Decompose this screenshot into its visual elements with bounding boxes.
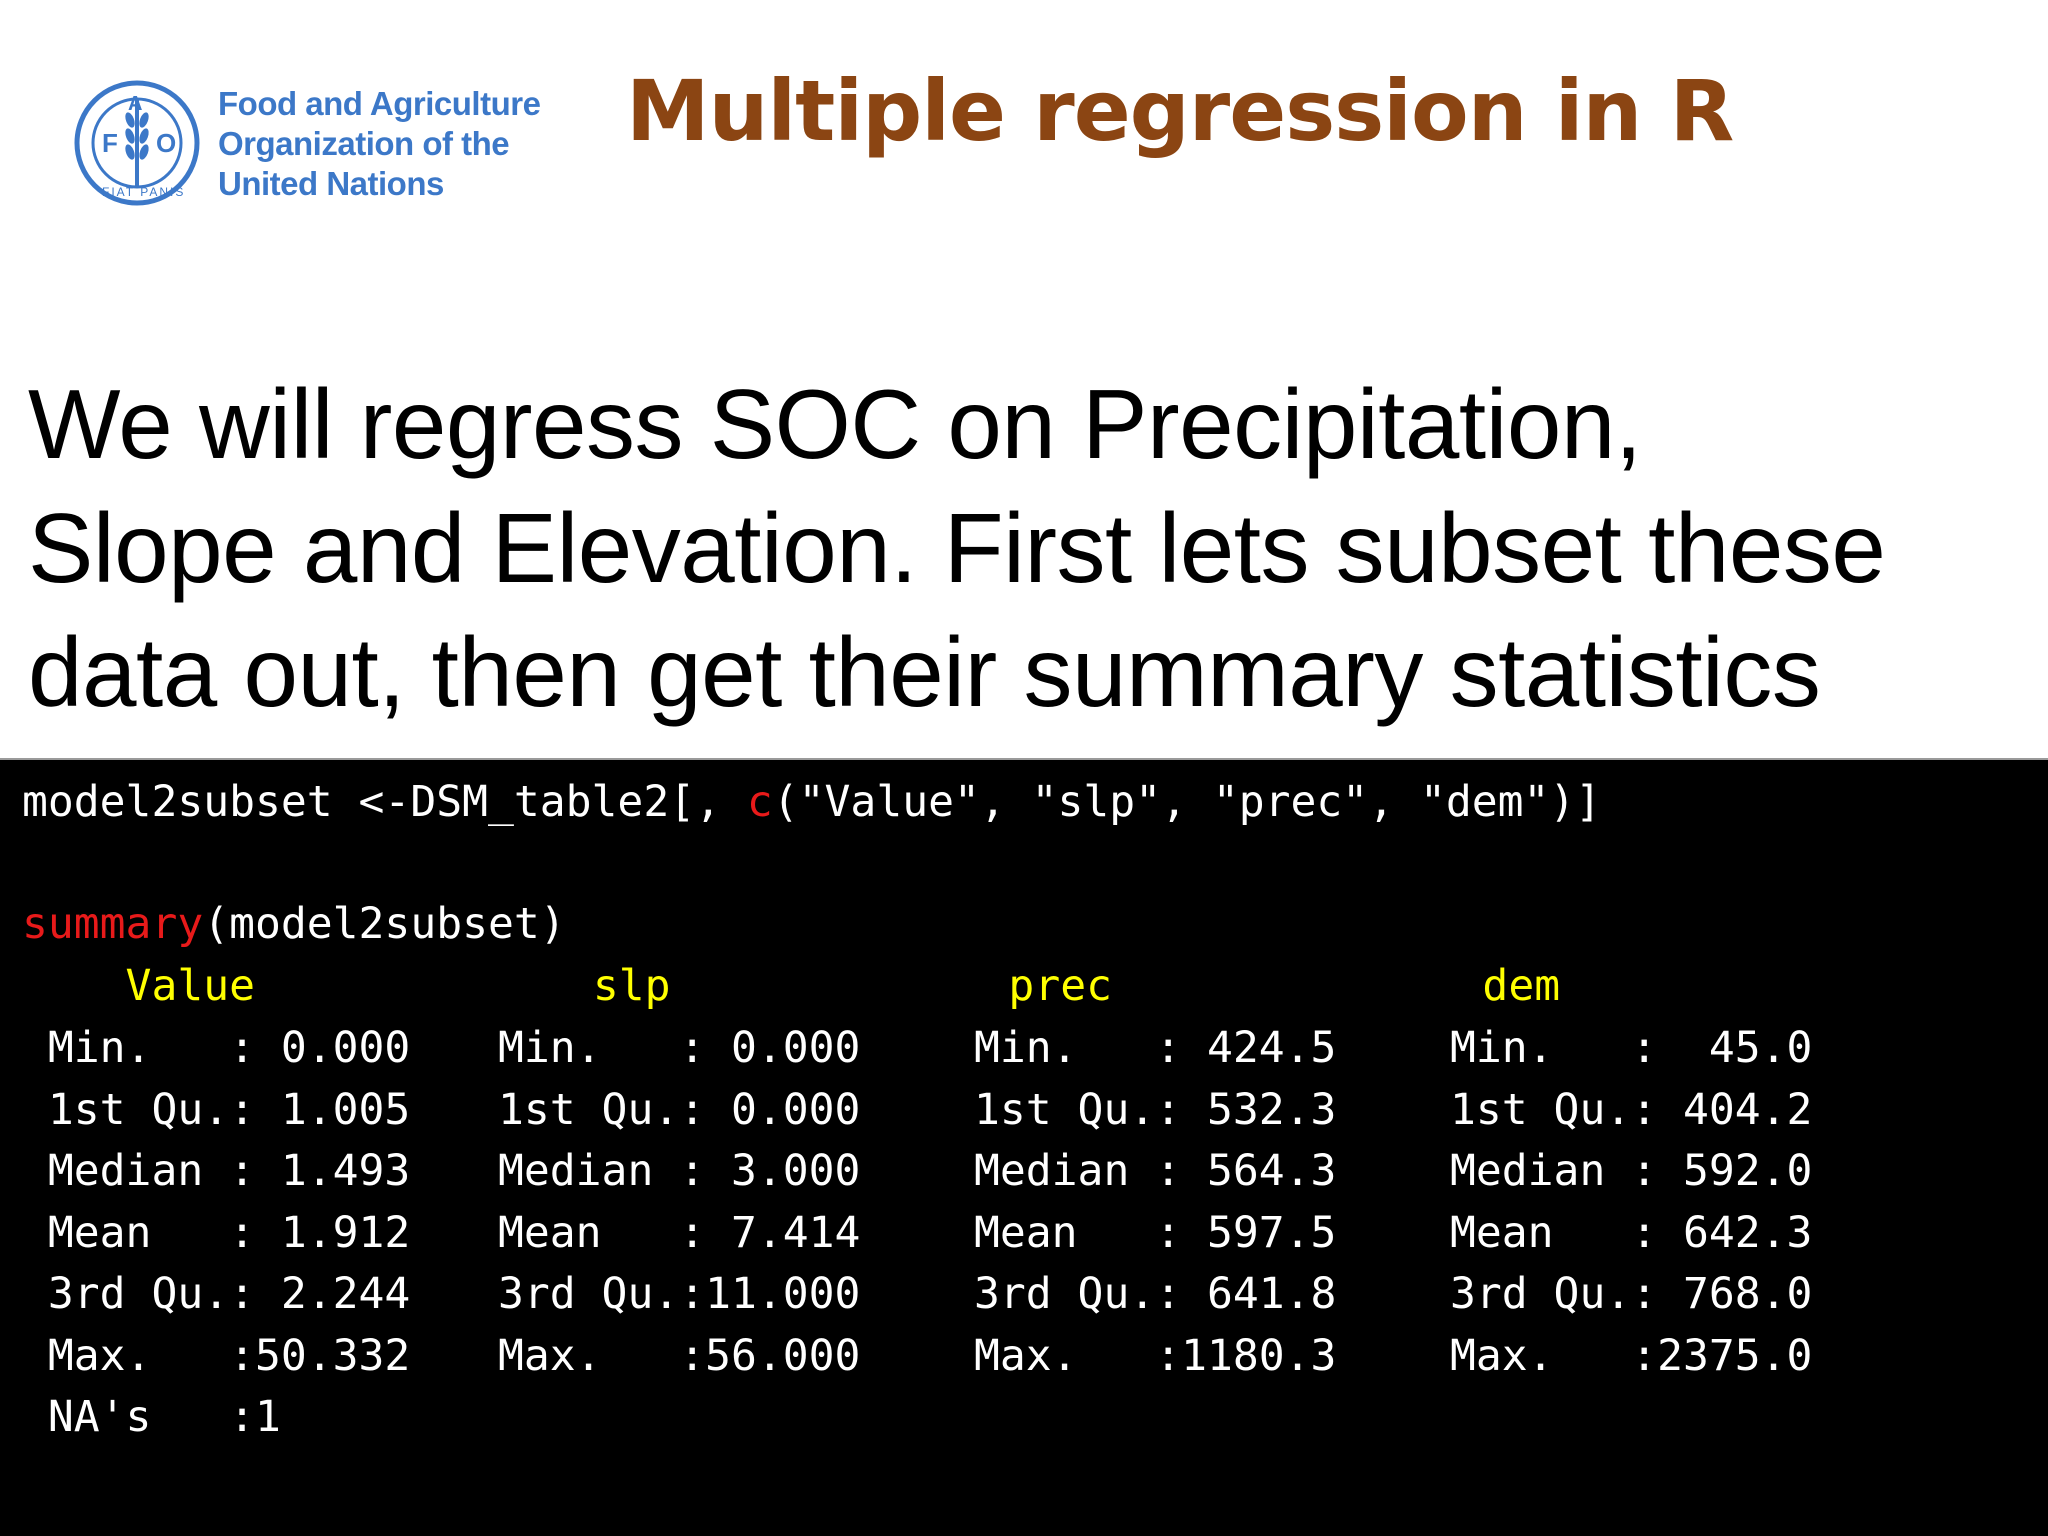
summary-cell-slp: 3rd Qu.:11.000 xyxy=(498,1269,861,1319)
fao-logo: F A O FIAT PANIS Food and Agriculture Or… xyxy=(72,78,542,208)
summary-cell-value: Max. :50.332 xyxy=(22,1330,411,1381)
column-header: prec xyxy=(646,961,1112,1011)
column-header: slp xyxy=(334,961,671,1011)
code-function: summary xyxy=(22,899,204,949)
column-header: dem xyxy=(1120,961,1561,1011)
summary-cell-slp: Median : 3.000 xyxy=(498,1146,861,1196)
code-line-summary: summary(model2subset) xyxy=(22,894,566,954)
summary-cell-dem: Min. : 45.0 xyxy=(1450,1023,1813,1073)
logo-line: Food and Agriculture xyxy=(218,85,541,122)
code-function: c xyxy=(746,777,773,827)
fao-emblem-icon: F A O FIAT PANIS xyxy=(74,80,200,206)
body-line: data out, then get their summary statist… xyxy=(28,617,1821,727)
body-line: Slope and Elevation. First lets subset t… xyxy=(28,493,1886,603)
code-line-subset: model2subset <-DSM_table2[, c("Value", "… xyxy=(22,772,1601,832)
summary-cell-slp: 1st Qu.: 0.000 xyxy=(498,1084,861,1135)
emblem-letter-f: F xyxy=(102,128,118,158)
summary-cell-dem: Max. :2375.0 xyxy=(1450,1330,1813,1381)
summary-cell-prec: Mean : 597.5 xyxy=(974,1207,1337,1258)
summary-cell-dem: 1st Qu.: 404.2 xyxy=(1450,1084,1813,1135)
summary-cell-value: 3rd Qu.: 2.244 xyxy=(22,1269,411,1319)
summary-cell-prec: 1st Qu.: 532.3 xyxy=(974,1084,1337,1135)
summary-cell-slp: Min. : 0.000 xyxy=(498,1023,861,1073)
logo-wordmark: Food and Agriculture Organization of the… xyxy=(218,84,541,204)
summary-cell-prec: Max. :1180.3 xyxy=(974,1330,1337,1381)
column-header: Value xyxy=(22,961,255,1011)
code-text: ("Value", "slp", "prec", "dem")] xyxy=(772,777,1602,827)
code-text: (model2subset) xyxy=(203,899,566,949)
summary-cell-dem: 3rd Qu.: 768.0 xyxy=(1450,1269,1813,1319)
emblem-letter-a: A xyxy=(128,93,142,115)
emblem-motto: FIAT PANIS xyxy=(102,185,185,199)
summary-cell-prec: Median : 564.3 xyxy=(974,1146,1337,1196)
body-paragraph: We will regress SOC on Precipitation, Sl… xyxy=(28,362,2038,734)
summary-cell-prec: Min. : 424.5 xyxy=(974,1023,1337,1073)
code-text: model2subset <-DSM_table2[, xyxy=(22,777,747,827)
summary-cell-slp: Max. :56.000 xyxy=(498,1330,861,1381)
logo-line: Organization of the xyxy=(218,125,510,162)
summary-cell-value: Median : 1.493 xyxy=(22,1146,411,1196)
r-console-output: model2subset <-DSM_table2[, c("Value", "… xyxy=(0,758,2048,1536)
summary-cell-value: Mean : 1.912 xyxy=(22,1207,411,1258)
slide-title: Multiple regression in R xyxy=(626,62,1734,160)
summary-cell-prec: 3rd Qu.: 641.8 xyxy=(974,1269,1337,1319)
summary-cell-value: 1st Qu.: 1.005 xyxy=(22,1084,411,1135)
summary-header-row: Value slp prec dem xyxy=(22,956,1561,1016)
emblem-letter-o: O xyxy=(156,128,176,158)
summary-cell-dem: Median : 592.0 xyxy=(1450,1146,1813,1196)
summary-cell-dem: Mean : 642.3 xyxy=(1450,1207,1813,1258)
summary-cell-slp: Mean : 7.414 xyxy=(498,1207,861,1258)
summary-cell-value: Min. : 0.000 xyxy=(22,1023,411,1073)
body-line: We will regress SOC on Precipitation, xyxy=(28,369,1642,479)
summary-cell-value: NA's :1 xyxy=(22,1392,281,1442)
logo-line: United Nations xyxy=(218,165,444,202)
